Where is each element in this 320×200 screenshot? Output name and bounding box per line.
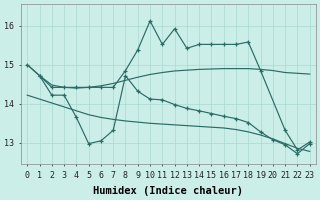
X-axis label: Humidex (Indice chaleur): Humidex (Indice chaleur) — [93, 186, 244, 196]
